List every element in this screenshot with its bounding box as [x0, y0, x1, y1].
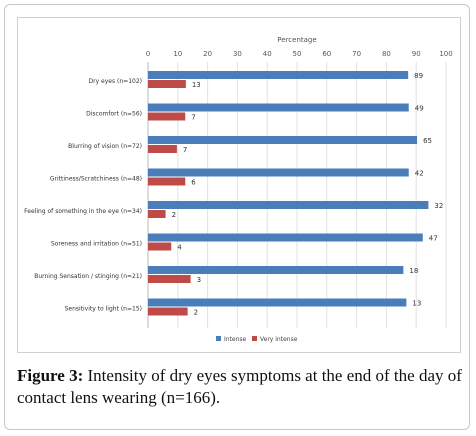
category-label: Sensitivity to light (n=15)	[65, 306, 142, 313]
x-tick-label: 80	[382, 50, 391, 58]
data-label: 47	[429, 235, 438, 243]
category-label: Feeling of something in the eye (n=34)	[24, 208, 142, 215]
x-tick-label: 70	[352, 50, 361, 58]
data-label: 42	[415, 170, 424, 178]
bar-very-intense	[148, 80, 186, 88]
x-tick-label: 20	[203, 50, 212, 58]
data-label: 13	[412, 300, 421, 308]
data-label: 2	[194, 309, 198, 317]
figure-caption: Figure 3: Intensity of dry eyes symptoms…	[17, 365, 467, 409]
category-label: Discomfort (n=56)	[86, 111, 142, 118]
x-tick-label: 90	[412, 50, 421, 58]
bar-intense	[148, 71, 409, 79]
bar-intense	[148, 298, 407, 307]
data-label: 4	[177, 244, 182, 252]
chart-area: Percentage 0 10 20 30 40 50 60 70 80 90 100 Dry eyes…	[17, 17, 461, 353]
legend-swatch	[252, 336, 257, 341]
x-tick-label: 10	[173, 50, 182, 58]
bar-very-intense	[148, 242, 172, 251]
bar-very-intense	[148, 177, 186, 186]
bar-intense	[148, 201, 429, 209]
x-tick-label: 40	[263, 50, 272, 58]
figure-frame: Percentage 0 10 20 30 40 50 60 70 80 90 100 Dry eyes…	[4, 4, 470, 430]
x-tick-label: 0	[146, 50, 150, 58]
bar-very-intense	[148, 275, 191, 283]
data-label: 7	[183, 146, 187, 154]
data-label: 89	[414, 72, 423, 80]
category-label: Grittiness/Scratchiness (n=48)	[50, 176, 142, 183]
bar-very-intense	[148, 307, 188, 316]
legend-label: Intense	[224, 336, 247, 343]
x-tick-label: 30	[233, 50, 242, 58]
data-label: 32	[434, 202, 443, 210]
bar-intense	[148, 168, 409, 177]
data-label: 49	[415, 105, 424, 113]
bar-intense	[148, 233, 423, 242]
bar-very-intense	[148, 112, 186, 121]
data-label: 2	[172, 211, 176, 219]
data-label: 18	[409, 267, 418, 275]
category-label: Dry eyes (n=102)	[89, 78, 142, 85]
data-label: 65	[423, 137, 432, 145]
data-label: 7	[191, 114, 195, 122]
bar-chart: Percentage 0 10 20 30 40 50 60 70 80 90 100 Dry eyes…	[24, 36, 453, 343]
bar-intense	[148, 266, 404, 274]
data-label: 3	[197, 276, 201, 284]
category-label: Blurring of vision (n=72)	[68, 143, 142, 150]
x-axis-title: Percentage	[277, 36, 316, 44]
legend-swatch	[216, 336, 221, 341]
bar-intense	[148, 103, 409, 112]
legend-label: Very intense	[260, 336, 298, 343]
data-label: 6	[191, 179, 196, 187]
x-tick-label: 60	[322, 50, 331, 58]
data-label: 13	[192, 81, 201, 89]
x-tick-label: 50	[293, 50, 302, 58]
x-tick-label: 100	[439, 50, 452, 58]
category-label: Soreness and irritation (n=51)	[51, 241, 142, 248]
caption-label: Figure 3:	[17, 366, 84, 385]
category-label: Burning Sensation / stinging (n=21)	[34, 273, 142, 280]
caption-text: Intensity of dry eyes symptoms at the en…	[17, 366, 462, 407]
bar-very-intense	[148, 145, 177, 153]
bar-intense	[148, 136, 418, 144]
bar-very-intense	[148, 210, 166, 218]
